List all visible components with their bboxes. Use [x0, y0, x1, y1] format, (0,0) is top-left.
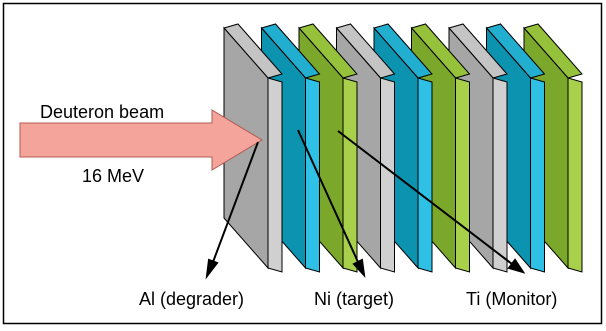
foil-edge-face	[530, 77, 545, 273]
beam-label: Deuteron beam	[40, 102, 164, 122]
foil-edge-face	[305, 77, 320, 273]
foil-edge-face	[380, 77, 395, 273]
foil-edge-face	[492, 77, 508, 273]
target-label: Ni (target)	[314, 289, 394, 309]
target-pointer	[297, 129, 359, 263]
monitor-pointer	[337, 130, 513, 265]
target-pointer-head	[352, 258, 366, 279]
foil-edge-face	[342, 77, 358, 273]
degrader-pointer-head	[205, 258, 219, 280]
degrader-label: Al (degrader)	[139, 289, 244, 309]
monitor-label: Ti (Monitor)	[466, 289, 557, 309]
beam-arrow	[19, 109, 263, 171]
pointer-arrows	[205, 129, 526, 280]
foil-edge-face	[267, 77, 283, 273]
foil-edge-face	[417, 77, 433, 273]
degrader-pointer	[212, 141, 259, 263]
monitor-pointer-head	[507, 258, 526, 274]
foil-stack	[223, 23, 583, 273]
beam-energy: 16 MeV	[82, 166, 144, 186]
foil-edge-face	[455, 77, 470, 273]
foil-edge-face	[567, 77, 583, 273]
